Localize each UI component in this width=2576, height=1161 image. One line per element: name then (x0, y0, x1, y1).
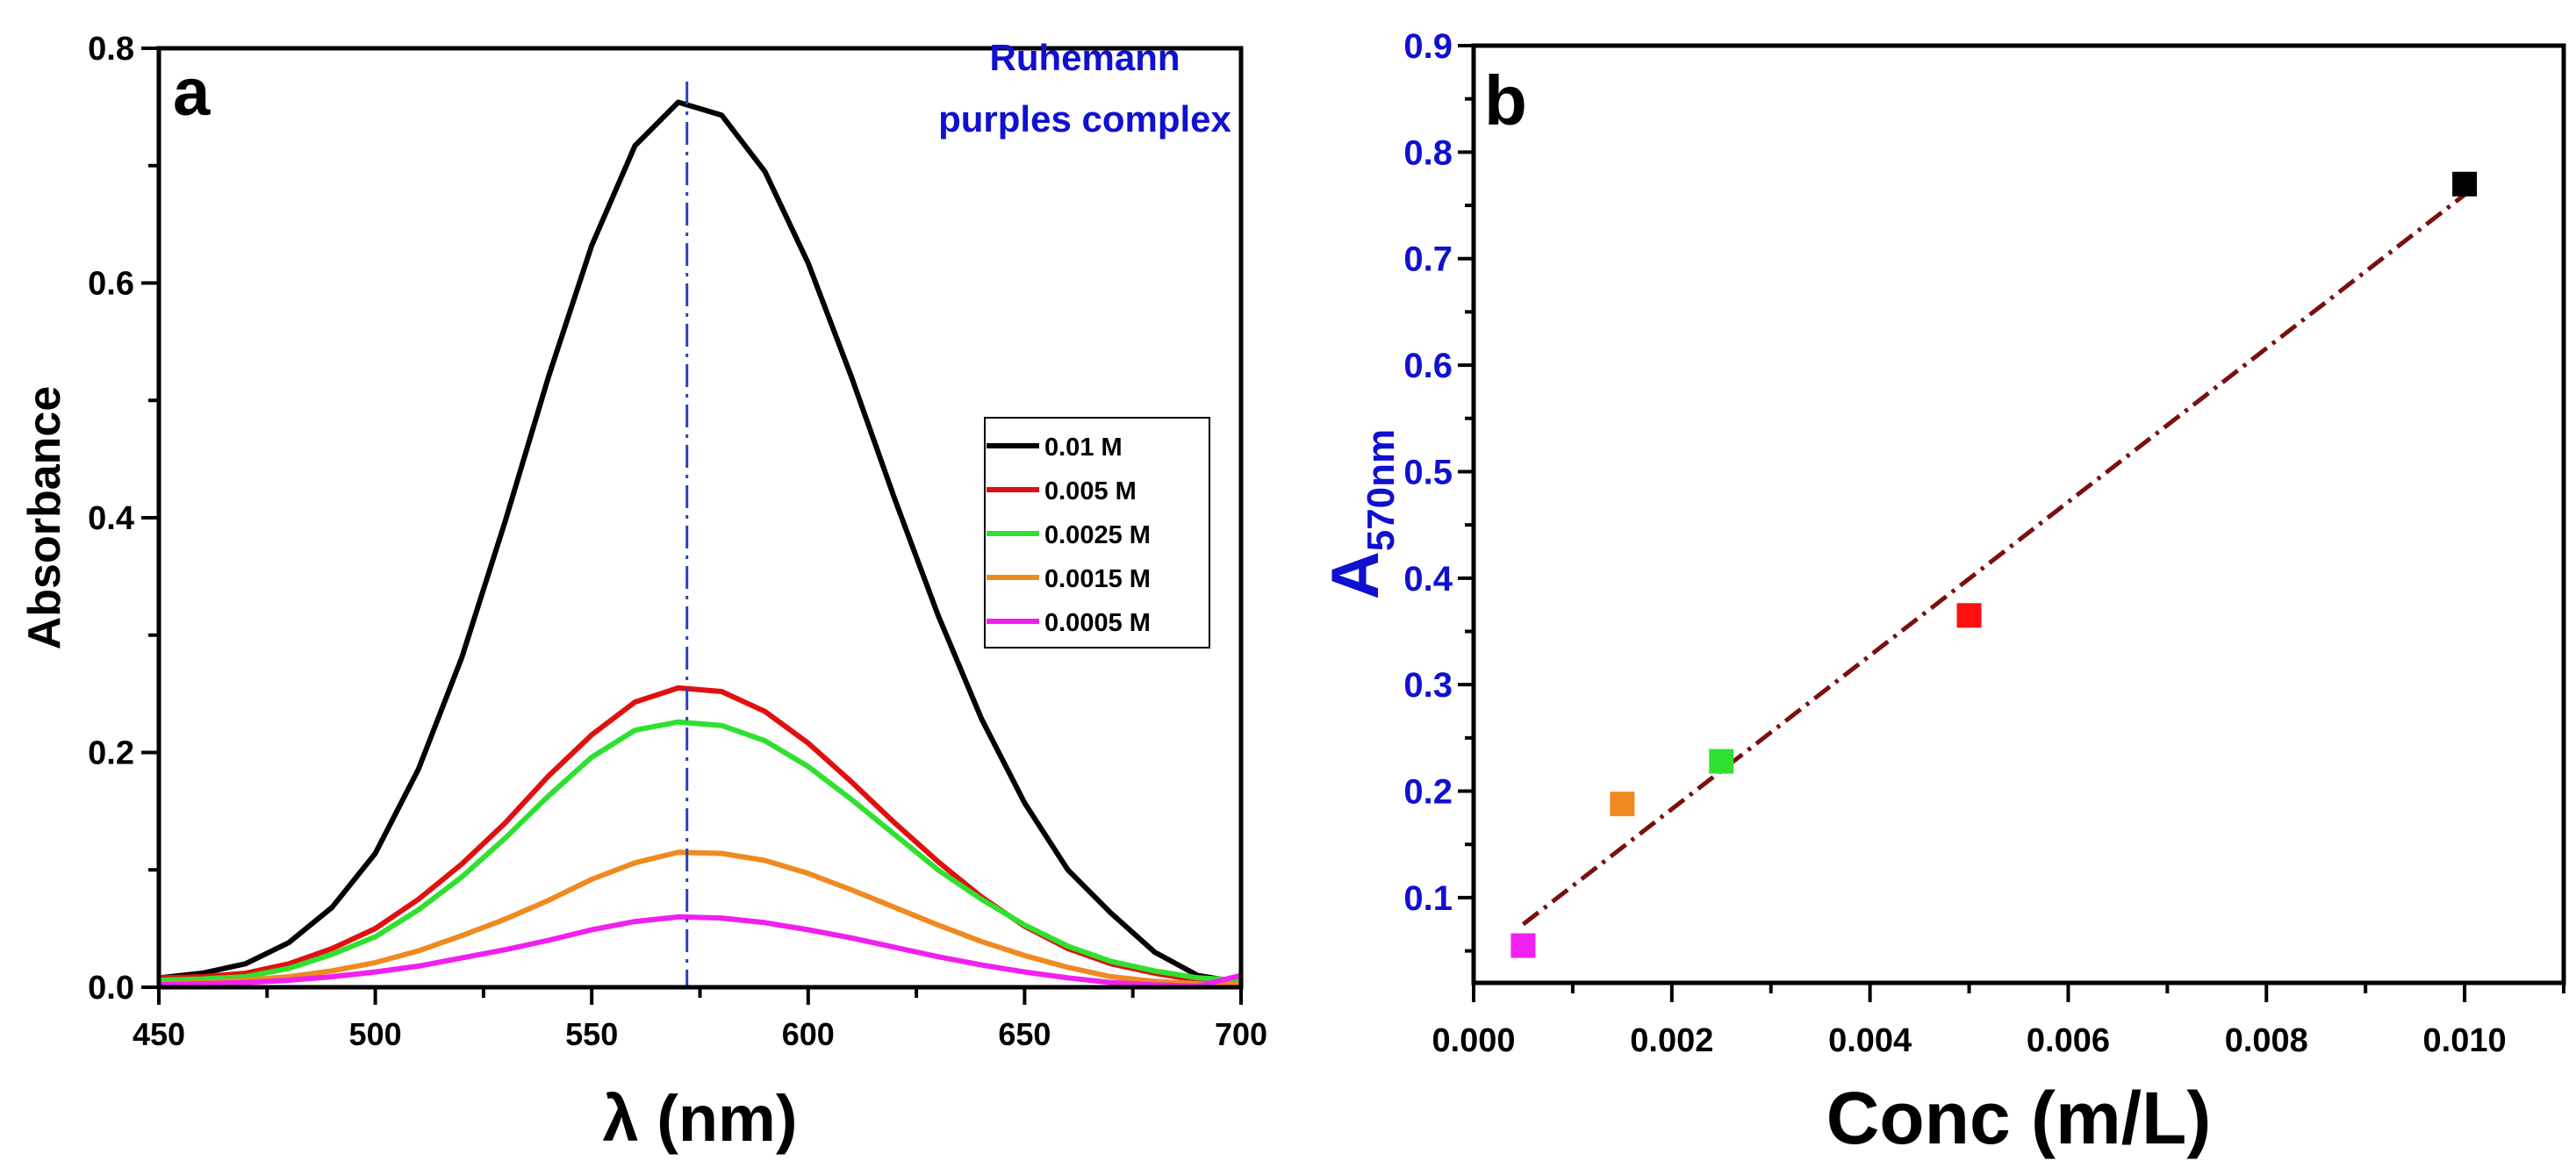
y-tick-label: 0.2 (88, 735, 134, 772)
x-tick-label: 450 (133, 1016, 185, 1052)
plot-frame (1471, 43, 2566, 985)
series-line-1 (158, 684, 1242, 985)
legend-label-1: 0.005 M (1044, 477, 1137, 505)
y-tick-label: 0.1 (1403, 879, 1453, 918)
y-axis-title-subscript: 570nm (1360, 429, 1403, 551)
y-tick-label: 0.6 (88, 266, 134, 303)
linear-fit-line (1521, 192, 2466, 927)
y-tick-label: 0.6 (1403, 347, 1453, 385)
y-tick-label: 0.3 (1403, 666, 1453, 705)
x-tick-label: 0.004 (1828, 1022, 1912, 1059)
x-tick-label: 650 (998, 1016, 1051, 1052)
y-tick-label: 0.7 (1403, 240, 1453, 279)
x-axis-title: λ (nm) (603, 1082, 798, 1155)
x-tick-label: 0.010 (2423, 1022, 2507, 1059)
y-axis-title: A570nm (1318, 429, 1403, 599)
y-tick-label: 0.9 (1403, 27, 1453, 66)
data-point-1 (1610, 792, 1635, 817)
x-tick-label: 0.006 (2027, 1022, 2110, 1059)
x-axis-title: Conc (m/L) (1826, 1077, 2212, 1159)
data-point-4 (2452, 171, 2478, 197)
y-tick-label: 0.0 (88, 970, 134, 1007)
y-axis-title: Absorbance (19, 386, 70, 650)
x-tick-label: 0.008 (2225, 1022, 2308, 1059)
y-tick-label: 0.4 (88, 500, 134, 537)
panel-a-absorbance-spectra: 450 500 550 600 650 700 0.0 0.2 0.4 0.6 0.8 Absorba… (19, 31, 1267, 1155)
data-point-2 (1709, 749, 1734, 774)
data-point-3 (1956, 603, 1982, 628)
x-tick-label: 700 (1215, 1016, 1267, 1052)
annotation-text: Ruhemann (989, 37, 1180, 78)
annotation-text: purples complex (938, 98, 1231, 140)
panel-label: a (173, 55, 211, 130)
y-tick-label: 0.8 (88, 31, 134, 68)
y-tick-label: 0.4 (1403, 560, 1453, 598)
y-tick-label: 0.5 (1403, 453, 1453, 491)
series-line-4 (158, 914, 1242, 989)
panel-b-calibration-plot: 0.000 0.002 0.004 0.006 0.008 0.010 0.1 0.2 0.3 0… (1318, 27, 2566, 1159)
data-point-0 (1510, 933, 1536, 958)
legend-label-3: 0.0015 M (1044, 565, 1151, 593)
x-tick-label: 0.000 (1432, 1022, 1515, 1059)
series-line-0 (158, 99, 1242, 985)
x-tick-label: 0.002 (1630, 1022, 1713, 1059)
legend: 0.01 M 0.005 M 0.0025 M 0.0015 M 0.0005 M (984, 417, 1210, 649)
x-tick-label: 500 (349, 1016, 402, 1052)
series-line-3 (158, 849, 1242, 988)
legend-label-4: 0.0005 M (1044, 609, 1151, 637)
y-axis-title-main: A (1318, 551, 1393, 599)
legend-label-2: 0.0025 M (1044, 521, 1151, 549)
x-tick-label: 550 (565, 1016, 618, 1052)
y-tick-label: 0.2 (1403, 773, 1453, 812)
y-tick-label: 0.8 (1403, 133, 1453, 172)
legend-label-0: 0.01 M (1044, 434, 1123, 462)
panel-label: b (1484, 61, 1527, 140)
x-tick-label: 600 (782, 1016, 835, 1052)
series-line-2 (158, 719, 1242, 983)
